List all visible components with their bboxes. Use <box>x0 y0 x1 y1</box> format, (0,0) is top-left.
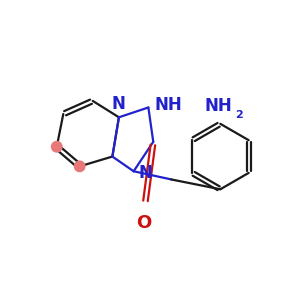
Text: NH: NH <box>205 97 232 115</box>
Circle shape <box>52 142 62 152</box>
Text: NH: NH <box>154 96 182 114</box>
Text: 2: 2 <box>235 110 243 120</box>
Text: O: O <box>136 214 151 232</box>
Text: N: N <box>112 95 126 113</box>
Text: N: N <box>139 164 152 182</box>
Circle shape <box>74 161 85 172</box>
